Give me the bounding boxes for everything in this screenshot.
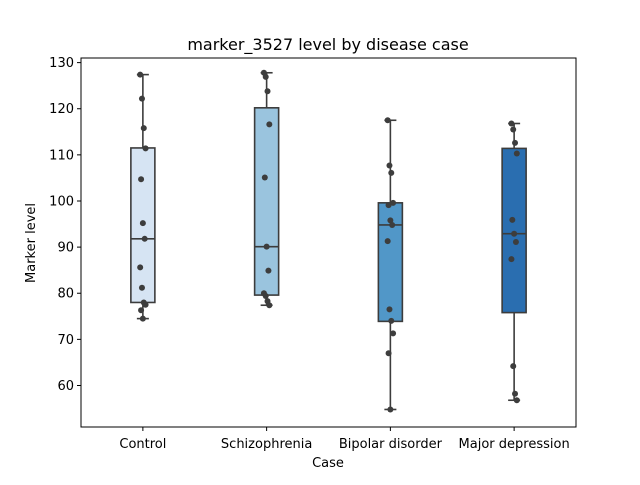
data-point [389,221,396,228]
data-point [513,397,520,404]
data-point [390,199,397,206]
data-point [262,73,269,80]
data-point [142,145,149,152]
data-point [384,238,391,245]
y-tick-label: 70 [57,333,74,348]
data-point [261,174,268,181]
data-point [388,169,395,176]
data-point [387,217,394,224]
data-point [508,256,515,263]
data-point [137,71,144,78]
box-iqr [253,107,280,296]
data-point [510,363,517,370]
data-point [139,220,146,227]
points-group-3 [508,120,520,404]
points-group-1 [260,69,273,309]
data-point [264,88,271,95]
data-point [512,239,519,246]
data-point [138,95,145,102]
y-tick-label: 130 [49,56,74,71]
y-tick-label: 80 [57,287,74,302]
data-point [265,267,272,274]
data-point [387,406,394,413]
data-point [508,120,515,127]
data-point [386,306,393,313]
x-tick-label: Bipolar disorder [339,437,443,452]
data-point [138,307,145,314]
points-group-2 [384,117,397,413]
box-iqr [501,147,527,314]
axes-frame [80,57,577,428]
x-tick-label: Control [119,437,166,452]
data-point [142,301,149,308]
data-point [512,390,519,397]
x-tick-label: Schizophrenia [221,437,312,452]
data-point [141,235,148,242]
data-point [512,139,519,146]
x-tick-label: Major depression [459,437,570,452]
chart-title: marker_3527 level by disease case [187,35,468,55]
data-point [511,230,518,237]
data-point [138,284,145,291]
data-point [386,162,393,169]
y-tick-label: 120 [49,102,74,117]
y-axis-label: Marker level [24,203,39,283]
data-point [262,293,269,300]
y-axis: 60 70 80 90 100 110 120 130 [49,56,81,394]
data-point [513,150,520,157]
data-point [385,202,392,209]
data-point [137,264,144,271]
points-group-0 [137,71,149,322]
data-point [390,330,397,337]
data-point [266,302,273,309]
x-axis: Control Schizophrenia Bipolar disorder Majo… [119,427,570,452]
y-tick-label: 110 [49,148,74,163]
data-point [263,243,270,250]
y-tick-label: 60 [57,379,74,394]
data-point [139,315,146,322]
data-point [138,176,145,183]
data-point [385,350,392,357]
data-point [140,125,147,132]
data-point [388,317,395,324]
data-point [510,126,517,133]
data-point [384,117,391,124]
x-axis-label: Case [312,456,344,471]
data-point [509,216,516,223]
data-point [266,121,273,128]
plot-area [130,69,527,413]
box-group-2 [377,119,404,411]
y-tick-label: 90 [57,241,74,256]
y-tick-label: 100 [49,194,74,209]
